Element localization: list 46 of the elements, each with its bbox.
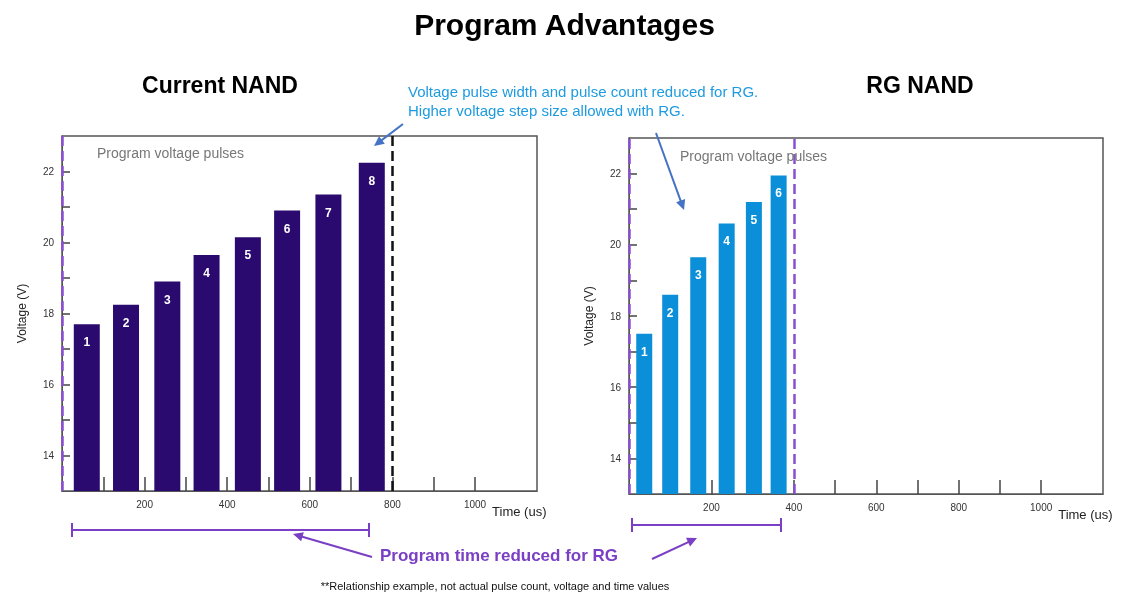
annotation: 6 (775, 186, 783, 201)
y-tick-label: 22 (609, 168, 622, 180)
x-tick-label: 800 (950, 501, 968, 513)
x-tick-label: 400 (218, 498, 236, 510)
annotation: 2 (666, 305, 674, 320)
x-tick-label: 400 (785, 501, 803, 513)
text: Voltage pulse width and pulse count reduced for RG. Higher voltage step size allowed with RG. (408, 82, 760, 120)
annotation: Program voltage pulses (680, 148, 828, 164)
y-tick-label: 18 (609, 310, 622, 322)
y-tick-label: 14 (42, 450, 55, 461)
annotation: 5 (750, 213, 758, 228)
y-tick-label: 14 (609, 452, 622, 464)
annotation: 7 (325, 205, 333, 220)
annotation: 3 (694, 268, 702, 283)
x-tick-label: 800 (384, 498, 402, 510)
x-tick-label: 600 (301, 498, 319, 510)
annotation: 1 (640, 344, 648, 359)
y-tick-label: 18 (42, 308, 55, 319)
x-tick-label: 1000 (463, 498, 487, 510)
annotation: 4 (203, 265, 211, 280)
annotation: 6 (283, 221, 291, 236)
annotation: 1 (83, 335, 91, 350)
chart-title: Program Advantages (413, 8, 716, 42)
text: Program time reduced for RG (380, 546, 619, 566)
y-tick-label: 16 (609, 381, 622, 393)
y-tick-label: 20 (42, 237, 55, 248)
y-tick-label: 22 (42, 166, 55, 177)
annotation: Program voltage pulses (97, 145, 245, 161)
x-tick-label: 600 (867, 501, 886, 513)
x-tick-label: 200 (703, 501, 721, 513)
x-tick-label: 200 (136, 498, 154, 510)
x-axis-title: Time (us) (1058, 507, 1113, 522)
text: **Relationship example, not actual pulse count, voltage and time values (319, 580, 671, 592)
annotation: 3 (163, 292, 171, 307)
annotation: 4 (723, 234, 731, 249)
chart-subtitle: Current NAND (141, 72, 299, 99)
y-tick-label: 20 (609, 239, 622, 251)
annotation: 5 (244, 248, 252, 263)
x-tick-label: 1000 (1030, 501, 1053, 513)
y-axis-title: Voltage (V) (15, 283, 29, 344)
annotation: 2 (122, 315, 130, 330)
x-axis-title: Time (us) (492, 504, 547, 519)
annotation: 8 (368, 173, 376, 188)
chart-subtitle: RG NAND (865, 72, 975, 99)
y-tick-label: 16 (42, 379, 55, 390)
y-axis-title: Voltage (V) (582, 286, 596, 346)
